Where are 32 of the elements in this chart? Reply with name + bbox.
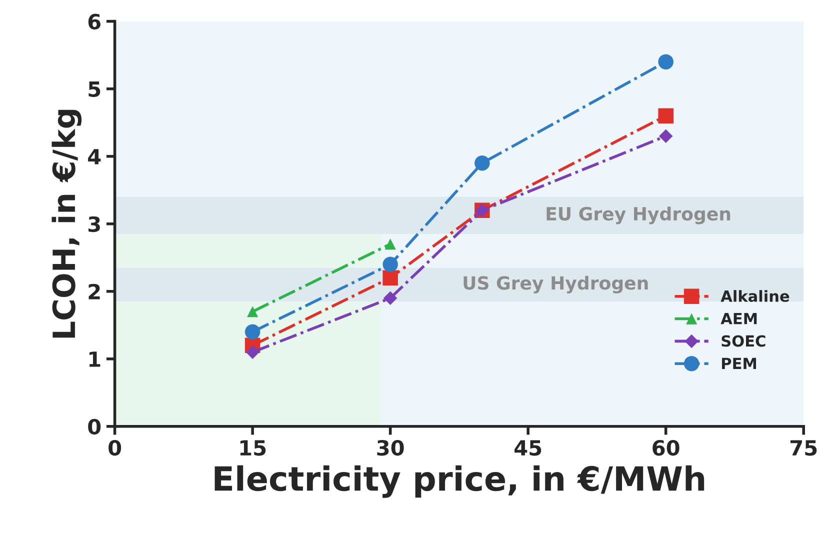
y-tick-label: 4 xyxy=(88,149,101,164)
y-tick-label: 3 xyxy=(88,216,100,232)
point xyxy=(383,291,398,305)
point xyxy=(658,108,674,124)
x-tick-label: 45 xyxy=(514,440,542,456)
point xyxy=(382,270,398,286)
x-tick-label: 60 xyxy=(652,440,680,456)
point xyxy=(658,54,674,70)
y-tick-label: 6 xyxy=(88,14,100,30)
y-tick-label: 2 xyxy=(88,284,100,300)
point xyxy=(247,306,258,318)
point xyxy=(474,155,490,171)
band-label: EU Grey Hydrogen xyxy=(546,206,730,224)
point xyxy=(382,256,398,272)
x-axis-title: Electricity price, in €/MWh xyxy=(214,465,704,498)
legend-label: Alkaline xyxy=(720,290,790,302)
legend-label: AEM xyxy=(720,312,757,324)
y-tick-label: 1 xyxy=(89,352,100,367)
x-tick-label: 15 xyxy=(240,440,266,456)
legend-label: PEM xyxy=(722,358,756,369)
point xyxy=(244,324,260,340)
point xyxy=(246,345,260,360)
y-axis-title: LCOH, in €/kg xyxy=(52,110,82,338)
point xyxy=(658,129,673,143)
y-tick-label: 5 xyxy=(88,82,100,98)
y-tick-label: 0 xyxy=(88,418,101,435)
point xyxy=(384,238,396,250)
band-label: US Grey Hydrogen xyxy=(464,276,648,294)
x-tick-label: 0 xyxy=(108,440,122,456)
x-tick-label: 75 xyxy=(790,440,817,456)
legend-label: SOEC xyxy=(722,335,766,347)
x-tick-label: 30 xyxy=(377,440,404,456)
